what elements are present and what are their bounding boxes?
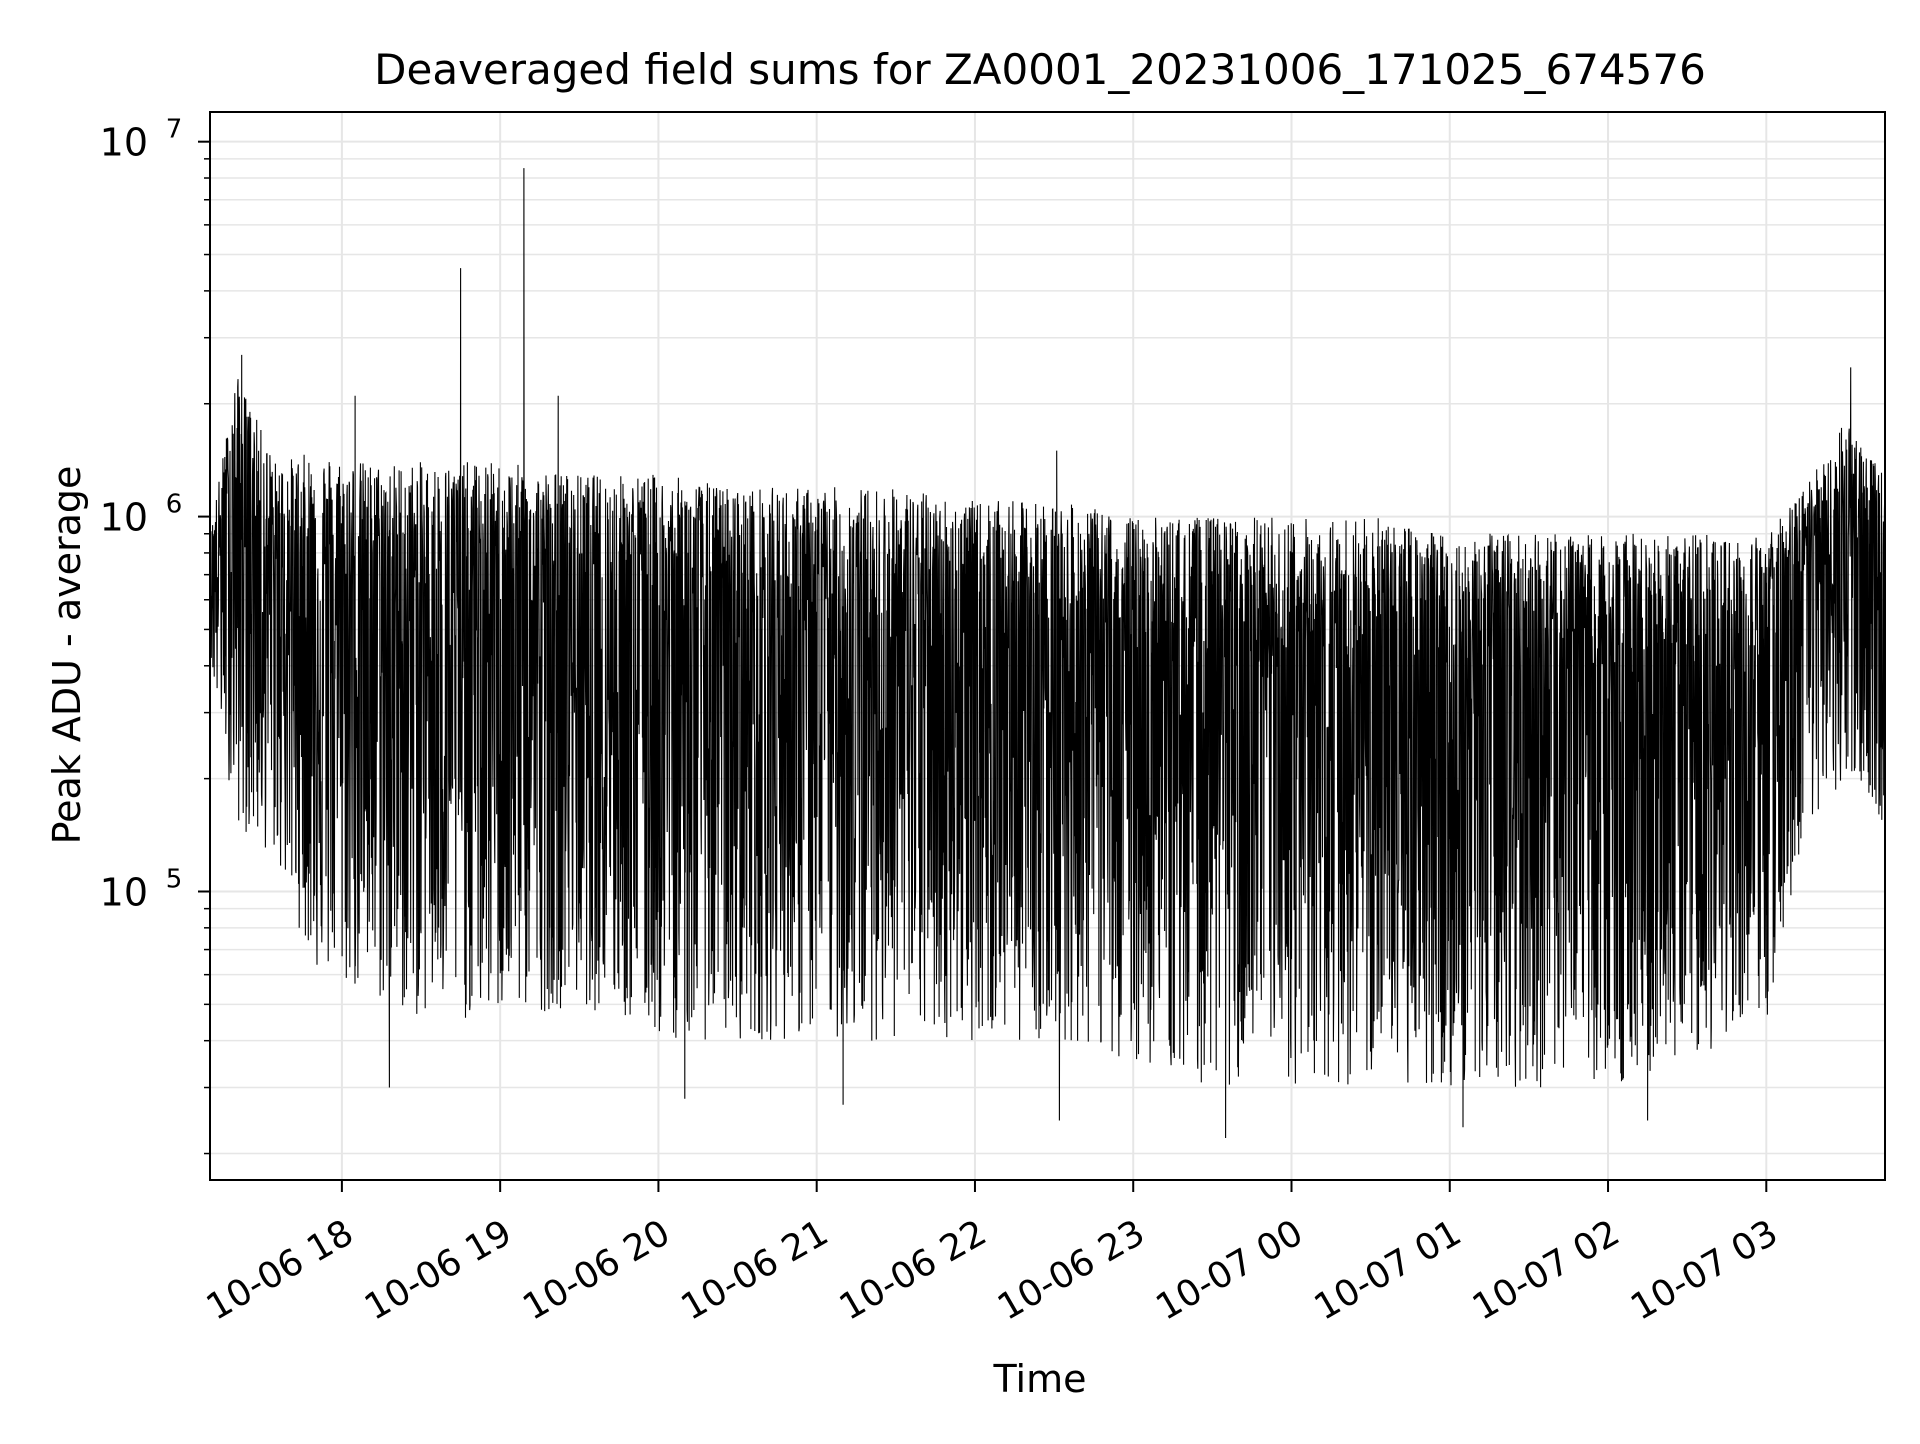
y-tick-label-base: 10	[100, 496, 148, 540]
y-tick-label-exponent: 7	[166, 115, 183, 145]
y-tick-label: 10	[100, 870, 148, 914]
y-tick-label-base: 10	[100, 121, 148, 165]
y-tick-label: 10	[100, 496, 148, 540]
series-layer	[210, 168, 1885, 1139]
x-tick-label: 10-07 02	[1466, 1212, 1627, 1328]
x-tick-label: 10-06 22	[833, 1212, 994, 1328]
y-tick-label-exponent: 5	[166, 864, 183, 894]
y-tick-label: 10	[100, 121, 148, 165]
x-axis-label: Time	[993, 1357, 1087, 1401]
chart-title: Deaveraged field sums for ZA0001_2023100…	[374, 45, 1706, 94]
x-tick-label: 10-07 01	[1308, 1212, 1469, 1328]
y-tick-label-base: 10	[100, 870, 148, 914]
x-tick-label: 10-06 19	[358, 1212, 519, 1328]
series-line	[210, 168, 1885, 1139]
x-tick-label: 10-06 20	[516, 1212, 677, 1328]
x-tick-label: 10-07 00	[1149, 1212, 1310, 1328]
y-tick-label-exponent: 6	[166, 490, 183, 520]
x-tick-label: 10-06 18	[200, 1212, 361, 1328]
plot-frame	[209, 111, 1886, 1181]
x-tick-label: 10-07 03	[1624, 1212, 1785, 1328]
x-tick-label: 10-06 23	[991, 1212, 1152, 1328]
x-tick-label: 10-06 21	[675, 1212, 836, 1328]
y-axis-label: Peak ADU - average	[45, 466, 89, 845]
